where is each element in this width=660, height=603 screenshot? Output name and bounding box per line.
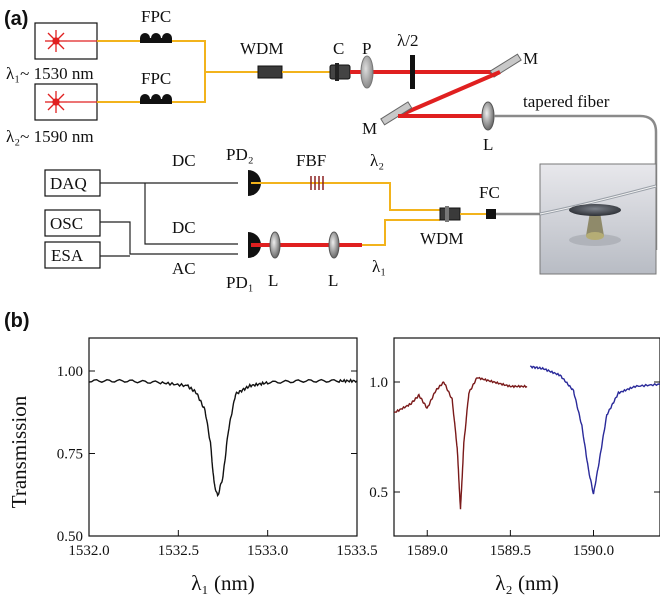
tapered-fiber-label: tapered fiber xyxy=(523,92,610,111)
x-tick-label: 1532.0 xyxy=(68,543,109,559)
osc-label: OSC xyxy=(50,214,83,233)
fc-icon xyxy=(486,209,496,219)
laser-2 xyxy=(34,83,98,121)
x-tick-label: 1589.5 xyxy=(490,543,531,559)
x-tick-label: 1533.5 xyxy=(336,543,377,559)
ac-label: AC xyxy=(172,259,196,278)
daq-box xyxy=(44,169,101,197)
fpc-top-label: FPC xyxy=(141,7,171,26)
collimator-label: C xyxy=(333,39,344,58)
lambda1-label: λ₁ xyxy=(372,257,386,276)
y-tick-label: 0.50 xyxy=(57,529,83,545)
x-axis-label-2: λ₂ (nm) xyxy=(495,571,559,595)
panel-b-label: (b) xyxy=(4,310,30,332)
laser-2-wavelength: λ₂~ 1590 nm xyxy=(6,127,94,146)
wdm-bottom-icon xyxy=(439,206,461,222)
lens-bottom-right-icon xyxy=(328,231,340,259)
fpc-top-icon xyxy=(140,33,172,43)
x-tick-label: 1589.0 xyxy=(407,543,448,559)
wdm-top-label: WDM xyxy=(240,39,283,58)
fiber-input xyxy=(97,40,258,103)
x-tick-label: 1532.5 xyxy=(158,543,199,559)
beam-diagonal xyxy=(397,70,501,118)
osc-box xyxy=(44,209,101,237)
wdm-top-icon xyxy=(257,65,283,79)
polarizer-label: P xyxy=(362,39,371,58)
series-line-1-1 xyxy=(88,378,358,498)
esa-label: ESA xyxy=(51,246,84,265)
wdm-bottom-label: WDM xyxy=(420,229,463,248)
laser-1-wavelength: λ₁~ 1530 nm xyxy=(6,64,94,83)
cables xyxy=(100,182,238,257)
lens-top-icon xyxy=(481,101,495,131)
lens-bottom-right-label: L xyxy=(328,271,338,290)
fpc-bottom-icon xyxy=(140,94,172,104)
microtoroid-render xyxy=(539,163,657,275)
collimator-icon xyxy=(329,63,351,81)
y-tick-label: 1.00 xyxy=(57,364,83,380)
chart-lambda2: 1589.0 1589.5 1590.0 0.5 1.0 λ₂ (nm) xyxy=(369,337,660,595)
esa-box xyxy=(44,241,101,269)
series-line-2-2 xyxy=(529,365,660,495)
tapered-fiber-line xyxy=(494,114,658,250)
daq-label: DAQ xyxy=(50,174,87,193)
laser-1 xyxy=(34,22,98,60)
y-tick-label: 1.0 xyxy=(369,375,388,391)
chart-lambda1: 1532.0 1532.5 1533.0 1533.5 0.50 0.75 1.00 λ₁ (… xyxy=(57,337,378,595)
lambda2-label: λ₂ xyxy=(370,151,384,170)
dc-bottom-label: DC xyxy=(172,218,196,237)
mirror-left-label: M xyxy=(362,119,377,138)
laser-2-starburst-icon xyxy=(45,91,67,113)
x-axis-label-1: λ₁ (nm) xyxy=(191,571,255,595)
x-tick-label: 1590.0 xyxy=(573,543,614,559)
fc-label: FC xyxy=(479,183,500,202)
pd2-label: PD₂ xyxy=(226,145,254,164)
fpc-bottom-label: FPC xyxy=(141,69,171,88)
lens-bottom-left-label: L xyxy=(268,271,278,290)
series-line-2-1 xyxy=(393,376,528,510)
half-wave-plate-icon xyxy=(410,55,415,89)
plot-frame-2 xyxy=(393,337,660,537)
chart-ylabel: Transmission xyxy=(7,395,31,508)
x-tick-label: 1533.0 xyxy=(247,543,288,559)
lens-top-label: L xyxy=(483,135,493,154)
fiber-lambda2 xyxy=(251,182,440,211)
lens-bottom-left-icon xyxy=(269,231,281,259)
polarizer-icon xyxy=(360,55,374,89)
panel-a-label: (a) xyxy=(4,8,28,30)
y-tick-label: 0.5 xyxy=(369,485,388,501)
plot-frame-1 xyxy=(88,337,358,537)
laser-1-starburst-icon xyxy=(45,30,67,52)
y-tick-label: 0.75 xyxy=(57,447,83,463)
fiber-lambda1 xyxy=(362,219,440,246)
panel-b: (b) Transmission 1532.0 1532.5 1533.0 1533.… xyxy=(4,310,660,595)
mirror-right-label: M xyxy=(523,49,538,68)
fbf-label: FBF xyxy=(296,151,326,170)
half-wave-plate-label: λ/2 xyxy=(397,31,418,50)
panel-a: (a) λ₁~ 1530 nm xyxy=(4,7,658,292)
fbf-icon xyxy=(310,176,324,190)
dc-top-label: DC xyxy=(172,151,196,170)
pd1-label: PD₁ xyxy=(226,273,254,292)
